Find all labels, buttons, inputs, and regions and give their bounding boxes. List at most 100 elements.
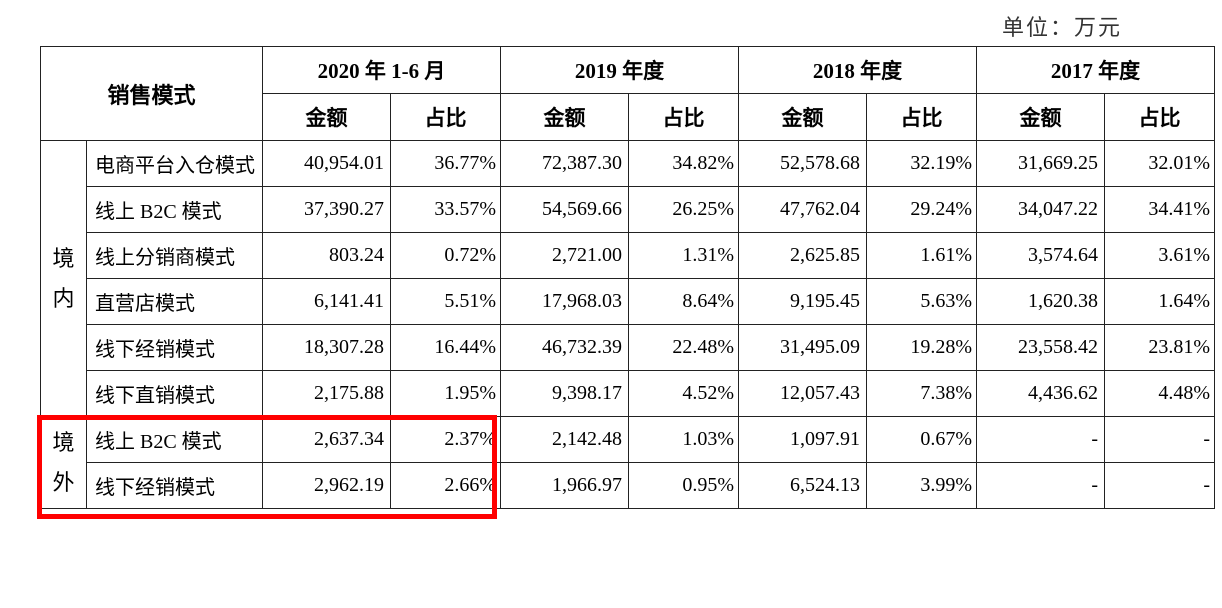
ratio-cell: 1.95% [391, 371, 501, 417]
ratio-cell: 0.95% [629, 463, 739, 509]
amount-cell: 1,097.91 [739, 417, 867, 463]
ratio-cell: 23.81% [1105, 325, 1215, 371]
amount-cell: 2,142.48 [501, 417, 629, 463]
amount-cell: 2,625.85 [739, 233, 867, 279]
region-domestic: 境内 [41, 141, 87, 417]
table-row: 线下经销模式 2,962.19 2.66% 1,966.97 0.95% 6,5… [41, 463, 1215, 509]
amount-cell: 2,962.19 [263, 463, 391, 509]
header-ratio-0: 占比 [391, 94, 501, 141]
amount-cell: 6,141.41 [263, 279, 391, 325]
ratio-cell: 8.64% [629, 279, 739, 325]
table-row: 线上 B2C 模式 37,390.27 33.57% 54,569.66 26.… [41, 187, 1215, 233]
sales-table: 销售模式 2020 年 1-6 月 2019 年度 2018 年度 2017 年… [40, 46, 1215, 509]
region-domestic-char2: 内 [52, 279, 74, 319]
header-ratio-2: 占比 [867, 94, 977, 141]
header-period-3: 2017 年度 [977, 47, 1215, 94]
header-period-1: 2019 年度 [501, 47, 739, 94]
amount-cell: 2,721.00 [501, 233, 629, 279]
ratio-cell: 29.24% [867, 187, 977, 233]
mode-cell: 线上分销商模式 [87, 233, 263, 279]
header-amount-2: 金额 [739, 94, 867, 141]
ratio-cell: - [1105, 417, 1215, 463]
ratio-cell: 4.52% [629, 371, 739, 417]
table-row: 境内 电商平台入仓模式 40,954.01 36.77% 72,387.30 3… [41, 141, 1215, 187]
ratio-cell: - [1105, 463, 1215, 509]
amount-cell: 803.24 [263, 233, 391, 279]
header-ratio-1: 占比 [629, 94, 739, 141]
amount-cell: 34,047.22 [977, 187, 1105, 233]
ratio-cell: 32.01% [1105, 141, 1215, 187]
region-domestic-char1: 境 [52, 239, 74, 279]
amount-cell: 6,524.13 [739, 463, 867, 509]
amount-cell: 18,307.28 [263, 325, 391, 371]
ratio-cell: 5.51% [391, 279, 501, 325]
table-row: 直营店模式 6,141.41 5.51% 17,968.03 8.64% 9,1… [41, 279, 1215, 325]
table-row: 线下直销模式 2,175.88 1.95% 9,398.17 4.52% 12,… [41, 371, 1215, 417]
ratio-cell: 34.41% [1105, 187, 1215, 233]
ratio-cell: 36.77% [391, 141, 501, 187]
header-ratio-3: 占比 [1105, 94, 1215, 141]
amount-cell: - [977, 417, 1105, 463]
ratio-cell: 3.61% [1105, 233, 1215, 279]
header-period-2: 2018 年度 [739, 47, 977, 94]
amount-cell: 72,387.30 [501, 141, 629, 187]
mode-cell: 线上 B2C 模式 [87, 187, 263, 233]
ratio-cell: 22.48% [629, 325, 739, 371]
header-sales-mode: 销售模式 [41, 47, 263, 141]
mode-cell: 线上 B2C 模式 [87, 417, 263, 463]
ratio-cell: 19.28% [867, 325, 977, 371]
mode-cell: 线下直销模式 [87, 371, 263, 417]
amount-cell: 37,390.27 [263, 187, 391, 233]
amount-cell: 12,057.43 [739, 371, 867, 417]
region-overseas-char2: 外 [52, 463, 74, 503]
ratio-cell: 7.38% [867, 371, 977, 417]
unit-label: 单位：万元 [40, 10, 1182, 42]
amount-cell: 23,558.42 [977, 325, 1105, 371]
ratio-cell: 5.63% [867, 279, 977, 325]
ratio-cell: 16.44% [391, 325, 501, 371]
amount-cell: 52,578.68 [739, 141, 867, 187]
header-amount-1: 金额 [501, 94, 629, 141]
amount-cell: 31,669.25 [977, 141, 1105, 187]
ratio-cell: 4.48% [1105, 371, 1215, 417]
amount-cell: 9,195.45 [739, 279, 867, 325]
ratio-cell: 0.67% [867, 417, 977, 463]
amount-cell: 40,954.01 [263, 141, 391, 187]
ratio-cell: 2.66% [391, 463, 501, 509]
amount-cell: 2,637.34 [263, 417, 391, 463]
region-overseas: 境外 [41, 417, 87, 509]
header-amount-0: 金额 [263, 94, 391, 141]
amount-cell: - [977, 463, 1105, 509]
mode-cell: 电商平台入仓模式 [87, 141, 263, 187]
region-overseas-char1: 境 [52, 423, 74, 463]
amount-cell: 9,398.17 [501, 371, 629, 417]
header-amount-3: 金额 [977, 94, 1105, 141]
ratio-cell: 1.31% [629, 233, 739, 279]
ratio-cell: 0.72% [391, 233, 501, 279]
amount-cell: 3,574.64 [977, 233, 1105, 279]
table-row: 线下经销模式 18,307.28 16.44% 46,732.39 22.48%… [41, 325, 1215, 371]
ratio-cell: 2.37% [391, 417, 501, 463]
ratio-cell: 26.25% [629, 187, 739, 233]
table-row: 线上分销商模式 803.24 0.72% 2,721.00 1.31% 2,62… [41, 233, 1215, 279]
ratio-cell: 34.82% [629, 141, 739, 187]
table-row: 境外 线上 B2C 模式 2,637.34 2.37% 2,142.48 1.0… [41, 417, 1215, 463]
mode-cell: 线下经销模式 [87, 463, 263, 509]
amount-cell: 31,495.09 [739, 325, 867, 371]
header-period-0: 2020 年 1-6 月 [263, 47, 501, 94]
ratio-cell: 32.19% [867, 141, 977, 187]
mode-cell: 线下经销模式 [87, 325, 263, 371]
amount-cell: 47,762.04 [739, 187, 867, 233]
amount-cell: 17,968.03 [501, 279, 629, 325]
mode-cell: 直营店模式 [87, 279, 263, 325]
ratio-cell: 1.61% [867, 233, 977, 279]
ratio-cell: 1.64% [1105, 279, 1215, 325]
amount-cell: 2,175.88 [263, 371, 391, 417]
amount-cell: 1,966.97 [501, 463, 629, 509]
ratio-cell: 33.57% [391, 187, 501, 233]
header-row-1: 销售模式 2020 年 1-6 月 2019 年度 2018 年度 2017 年… [41, 47, 1215, 94]
amount-cell: 54,569.66 [501, 187, 629, 233]
amount-cell: 46,732.39 [501, 325, 629, 371]
amount-cell: 4,436.62 [977, 371, 1105, 417]
ratio-cell: 1.03% [629, 417, 739, 463]
